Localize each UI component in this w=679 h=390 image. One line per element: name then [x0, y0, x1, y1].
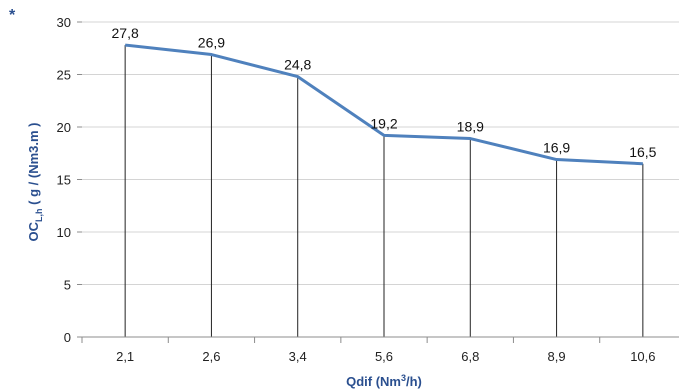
- x-tick-label: 2,6: [202, 349, 220, 364]
- data-label: 16,9: [543, 140, 570, 156]
- y-tick-label: 5: [64, 278, 71, 293]
- data-label: 16,5: [629, 144, 656, 160]
- gridlines: [82, 21, 679, 285]
- x-tick-label: 8,9: [548, 349, 566, 364]
- y-axis-title-tail: ( g / (Nm3.m ): [26, 123, 41, 209]
- x-tick-label: 6,8: [461, 349, 479, 364]
- x-tick-label: 3,4: [289, 349, 307, 364]
- y-axis-title-main: OC: [26, 221, 41, 241]
- y-tick-label: 10: [57, 225, 71, 240]
- y-tick-label: 20: [57, 120, 71, 135]
- y-tick-label: 25: [57, 68, 71, 83]
- y-tick-label: 0: [64, 330, 71, 345]
- x-axis-title-tail: /h): [406, 374, 422, 389]
- data-label: 24,8: [284, 57, 311, 73]
- y-tick-label: 15: [57, 173, 71, 188]
- drop-lines: [124, 45, 644, 337]
- x-axis-ticks: 2,1 2,6 3,4 5,6 6,8 8,9 10,6: [81, 337, 656, 364]
- y-axis-title-sub: L,h: [34, 208, 44, 222]
- x-axis-title-main: Qdif (Nm: [346, 374, 401, 389]
- data-label: 26,9: [198, 35, 225, 51]
- y-axis-title: OCL,h ( g / (Nm3.m ): [26, 123, 44, 242]
- x-axis-title-sup: 3: [401, 373, 406, 383]
- series-line: [124, 43, 643, 166]
- y-axis-ticks: 0 5 10 15 20 25 30: [57, 15, 82, 345]
- x-tick-label: 10,6: [630, 349, 655, 364]
- data-labels: 27,8 26,9 24,8 19,2 18,9 16,9 16,5: [112, 25, 657, 160]
- corner-asterisk: *: [9, 7, 16, 24]
- y-tick-label: 30: [57, 15, 71, 30]
- data-label: 18,9: [457, 119, 484, 135]
- x-tick-label: 5,6: [375, 349, 393, 364]
- x-tick-label: 2,1: [116, 349, 134, 364]
- data-label: 19,2: [370, 115, 397, 131]
- x-axis-title: Qdif (Nm3/h): [346, 373, 422, 389]
- data-label: 27,8: [112, 25, 139, 41]
